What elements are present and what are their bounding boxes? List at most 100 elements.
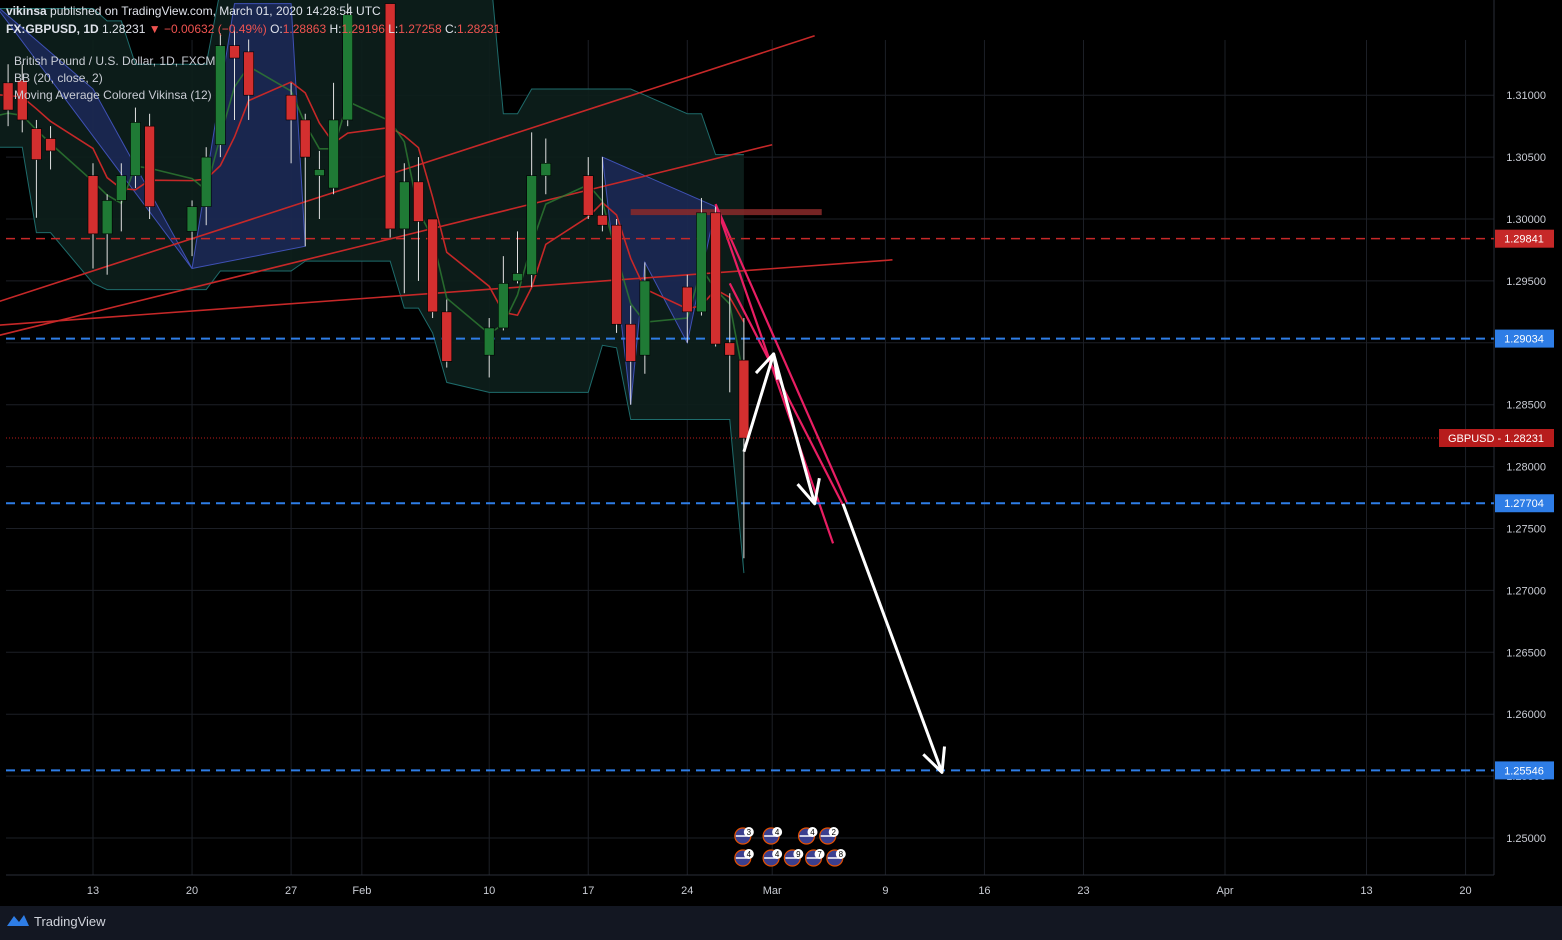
level-price-label: 1.27704: [1504, 498, 1544, 510]
level-price-label: 1.29841: [1504, 234, 1544, 246]
bollinger-upper: [0, 0, 744, 156]
candle-body: [45, 138, 56, 152]
price-tick-label: 1.29500: [1506, 276, 1546, 288]
time-tick-label: 10: [483, 885, 495, 897]
legend-title[interactable]: British Pound / U.S. Dollar, 1D, FXCM: [14, 54, 216, 68]
pink-line-2: [714, 203, 835, 544]
event-marker-bottom-count-bg: [743, 849, 754, 859]
candle-body: [87, 175, 99, 235]
pattern-triangle-1: [0, 8, 193, 269]
candle-body: [738, 359, 750, 439]
horizontal-levels[interactable]: [6, 237, 1494, 772]
projection-path-2: [841, 503, 944, 773]
time-tick-label: Feb: [352, 885, 371, 897]
candle-body: [611, 224, 622, 325]
tradingview-brand[interactable]: TradingView: [34, 914, 106, 929]
candle-body: [2, 82, 14, 111]
time-tick-label: 23: [1077, 885, 1089, 897]
pink-line-3: [728, 282, 844, 506]
time-tick-label: Mar: [763, 885, 782, 897]
candle-body: [398, 181, 410, 230]
current-price-label: GBPUSD - 1.28231: [1448, 433, 1544, 445]
event-marker-top-count-bg: [772, 827, 783, 837]
moving-average-green: [0, 65, 745, 380]
event-marker-bottom-count-bg: [793, 849, 804, 859]
event-marker-bottom-count-bg: [835, 849, 846, 859]
time-axis[interactable]: 13 20 27 Feb 10 17 24 Mar 9 16 23 Apr 13 20: [87, 885, 1472, 897]
candle-body: [427, 218, 438, 313]
projection-arrowhead-up: [754, 352, 780, 380]
price-tick-label: 1.28000: [1506, 462, 1546, 474]
candle-body: [413, 181, 424, 222]
price-badges: 1.29841 1.29034 1.27704 1.25546 GBPUSD - 1.2…: [1439, 229, 1554, 780]
price-tick-label: 1.26000: [1506, 709, 1546, 721]
time-tick-label: 13: [1360, 885, 1372, 897]
price-tick-label: 1.28500: [1506, 400, 1546, 412]
time-tick-label: 20: [1459, 885, 1471, 897]
candle-body: [696, 212, 707, 313]
symbol-label[interactable]: FX:GBPUSD, 1D: [6, 22, 99, 36]
candle-body: [498, 283, 509, 329]
level-price-badge: [1495, 329, 1554, 348]
level-price-label: 1.29034: [1504, 334, 1544, 346]
event-marker-top-count: 3: [747, 828, 752, 837]
candle-body: [31, 128, 42, 160]
high-value: 1.29196: [341, 22, 385, 36]
trendline-channel-mid: [0, 143, 773, 336]
event-marker-bottom-count: 8: [839, 850, 844, 859]
candle-body: [229, 45, 240, 59]
level-price-badge: [1495, 494, 1554, 513]
event-marker-top-count-bg: [807, 827, 818, 837]
level-price-badge: [1495, 229, 1554, 248]
pink-line-1: [714, 203, 849, 505]
time-tick-label: 24: [681, 885, 693, 897]
level-price-badge: [1495, 761, 1554, 780]
event-marker-top-count-bg: [828, 827, 839, 837]
bollinger-band-area: [0, 0, 745, 574]
price-tick-label: 1.30000: [1506, 214, 1546, 226]
event-marker-bottom-count-bg: [814, 849, 825, 859]
candlesticks: [2, 3, 750, 559]
projection-arrowhead-target: [922, 746, 947, 774]
legend-ma[interactable]: Moving Average Colored Vikinsa (12): [14, 88, 212, 102]
bollinger-lower: [0, 146, 745, 574]
event-marker-top-count: 2: [831, 828, 836, 837]
price-tick-label: 1.25000: [1506, 833, 1546, 845]
time-tick-label: 16: [978, 885, 990, 897]
candle-body: [512, 273, 523, 282]
candle-body: [582, 175, 594, 216]
projection-arrowhead-mid: [796, 477, 821, 506]
moving-average-red: [0, 81, 745, 323]
legend-bb[interactable]: BB (20, close, 2): [14, 71, 103, 85]
economic-event-markers[interactable]: 3 4 4 2 4 4 9 7 8: [734, 827, 846, 867]
candle-body: [526, 175, 537, 276]
event-marker-bottom-count: 4: [747, 850, 752, 859]
price-tick-label: 1.30500: [1506, 152, 1546, 164]
open-label: O:: [270, 22, 283, 36]
price-axis[interactable]: 1.250001.255001.260001.265001.270001.275…: [1506, 90, 1546, 845]
event-marker-bottom-count-bg: [772, 849, 783, 859]
trendline-channel-low: [0, 259, 893, 326]
candle-body: [597, 214, 608, 226]
price-tick-label: 1.26500: [1506, 647, 1546, 659]
projection-arrows: [742, 352, 947, 774]
candle-body: [724, 342, 736, 356]
level-price-label: 1.25546: [1504, 765, 1544, 777]
close-label: C:: [444, 22, 457, 36]
resistance-zone: [630, 209, 822, 216]
event-marker-bottom-count: 9: [796, 850, 801, 859]
price-tick-label: 1.27500: [1506, 524, 1546, 536]
time-tick-label: Apr: [1216, 885, 1233, 897]
publish-text: published on TradingView.com, March 01, …: [50, 4, 381, 18]
tradingview-logo-icon[interactable]: [6, 912, 30, 928]
price-tick-label: 1.27000: [1506, 585, 1546, 597]
candle-body: [328, 119, 339, 189]
bollinger-fill: [0, 0, 744, 574]
author-name[interactable]: vikinsa: [6, 4, 47, 18]
price-change: ▼ −0.00632 (−0.49%): [148, 22, 267, 36]
footer-bar: [0, 906, 1562, 940]
candle-body: [441, 311, 453, 362]
candle-body: [710, 212, 721, 345]
candle-body: [101, 200, 113, 235]
